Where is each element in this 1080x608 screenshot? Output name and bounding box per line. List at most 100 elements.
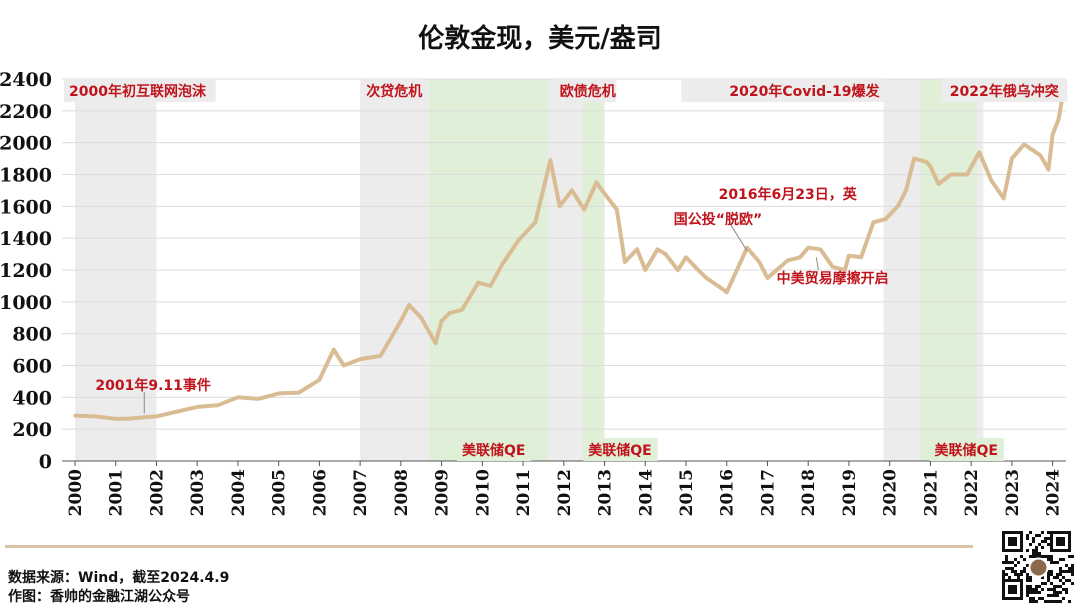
price-point bbox=[175, 410, 179, 414]
qe-label-bg bbox=[583, 438, 658, 461]
price-point bbox=[73, 414, 77, 418]
y-tick-label: 1200 bbox=[0, 260, 52, 282]
price-point bbox=[831, 265, 835, 269]
price-point bbox=[332, 347, 336, 352]
price-point bbox=[965, 172, 969, 177]
qe-label: 美联储QE bbox=[588, 442, 651, 459]
event-label: 2000年初互联网泡沫 bbox=[69, 83, 207, 100]
price-point bbox=[419, 316, 423, 320]
event-label-bg bbox=[681, 79, 885, 102]
price-point bbox=[407, 303, 411, 307]
x-tick-label: 2021 bbox=[921, 469, 941, 516]
price-point bbox=[977, 150, 981, 154]
x-tick-label: 2020 bbox=[881, 469, 901, 516]
price-point bbox=[548, 158, 552, 162]
price-point bbox=[399, 319, 403, 323]
event-label: 欧债危机 bbox=[560, 83, 616, 100]
x-tick-label: 2019 bbox=[840, 469, 860, 516]
price-point bbox=[215, 403, 220, 407]
price-point bbox=[602, 192, 607, 196]
price-point bbox=[439, 319, 444, 323]
price-point bbox=[1010, 156, 1014, 161]
price-point bbox=[1046, 168, 1051, 172]
x-tick-label: 2015 bbox=[677, 469, 697, 516]
price-point bbox=[236, 395, 240, 399]
price-point bbox=[476, 281, 480, 285]
price-point bbox=[806, 246, 810, 250]
price-point bbox=[924, 160, 928, 164]
price-point bbox=[594, 180, 598, 185]
x-tick-label: 2014 bbox=[636, 469, 656, 516]
price-point bbox=[989, 179, 994, 183]
y-tick-label: 2000 bbox=[0, 133, 52, 155]
x-tick-label: 2000 bbox=[66, 469, 86, 516]
x-tick-label: 2003 bbox=[188, 469, 208, 516]
price-point bbox=[582, 207, 586, 212]
price-point bbox=[704, 276, 708, 280]
price-point bbox=[1038, 153, 1042, 157]
event-label: 次贷危机 bbox=[366, 83, 422, 100]
price-point bbox=[93, 414, 97, 419]
qe-label-bg bbox=[456, 438, 532, 461]
price-point bbox=[696, 268, 700, 272]
price-point bbox=[114, 417, 118, 421]
event-label: 2020年Covid-19爆发 bbox=[729, 83, 880, 100]
qe-label: 美联储QE bbox=[934, 442, 997, 459]
price-point bbox=[460, 308, 464, 312]
annotation-brexit-line2: 国公投“脱欧” bbox=[674, 211, 762, 228]
qe-label-bg bbox=[929, 438, 1004, 461]
y-tick-label: 1000 bbox=[0, 292, 52, 314]
y-tick-label: 2200 bbox=[0, 101, 52, 123]
event-label-bg bbox=[64, 79, 216, 102]
price-point bbox=[623, 260, 627, 264]
price-point bbox=[533, 220, 537, 224]
price-point bbox=[615, 207, 619, 212]
x-tick-label: 2012 bbox=[555, 469, 575, 516]
price-point bbox=[570, 188, 574, 193]
price-point bbox=[949, 172, 953, 177]
price-point bbox=[912, 156, 916, 161]
price-point bbox=[558, 204, 562, 208]
x-tick-label: 2011 bbox=[514, 469, 534, 516]
price-point bbox=[488, 284, 493, 288]
y-tick-label: 200 bbox=[12, 419, 52, 441]
price-point bbox=[1002, 196, 1006, 200]
y-tick-label: 1400 bbox=[0, 228, 52, 250]
price-point bbox=[433, 341, 438, 345]
x-tick-label: 2017 bbox=[758, 469, 778, 516]
price-point bbox=[745, 246, 749, 250]
x-tick-label: 2024 bbox=[1044, 469, 1064, 516]
price-point bbox=[643, 268, 647, 272]
price-point bbox=[342, 363, 346, 368]
price-point bbox=[358, 357, 362, 361]
price-point bbox=[786, 258, 790, 263]
price-point bbox=[655, 247, 660, 251]
x-tick-label: 2005 bbox=[270, 469, 290, 516]
x-tick-label: 2002 bbox=[147, 469, 167, 516]
y-tick-label: 0 bbox=[39, 451, 52, 473]
price-point bbox=[684, 255, 688, 259]
x-tick-label: 2008 bbox=[392, 469, 412, 516]
gold-price-chart: 0 200 400 600 800 1000 1200 1400 1600 1800 2000 220… bbox=[0, 69, 1068, 516]
price-point bbox=[378, 354, 383, 358]
price-point bbox=[297, 390, 301, 395]
x-tick-label: 2018 bbox=[799, 469, 819, 516]
price-point bbox=[664, 252, 668, 256]
price-point bbox=[818, 247, 823, 251]
event-label-bg bbox=[554, 79, 617, 102]
annotation-brexit-line1: 2016年6月23日，英 bbox=[719, 186, 858, 203]
price-point bbox=[847, 254, 851, 258]
price-point bbox=[277, 391, 281, 395]
y-tick-label: 1800 bbox=[0, 165, 52, 187]
x-tick-label: 2023 bbox=[1003, 469, 1023, 516]
chart-title: 伦敦金现，美元/盎司 bbox=[418, 24, 662, 54]
event-label-bg bbox=[941, 79, 1068, 102]
x-tick-label: 2007 bbox=[351, 469, 371, 516]
price-point bbox=[126, 417, 130, 421]
qe-label: 美联储QE bbox=[462, 442, 525, 459]
price-point bbox=[721, 287, 725, 291]
footer-divider bbox=[5, 545, 973, 548]
price-point bbox=[843, 268, 847, 272]
price-point bbox=[317, 378, 321, 382]
annotation-leader bbox=[815, 257, 819, 271]
